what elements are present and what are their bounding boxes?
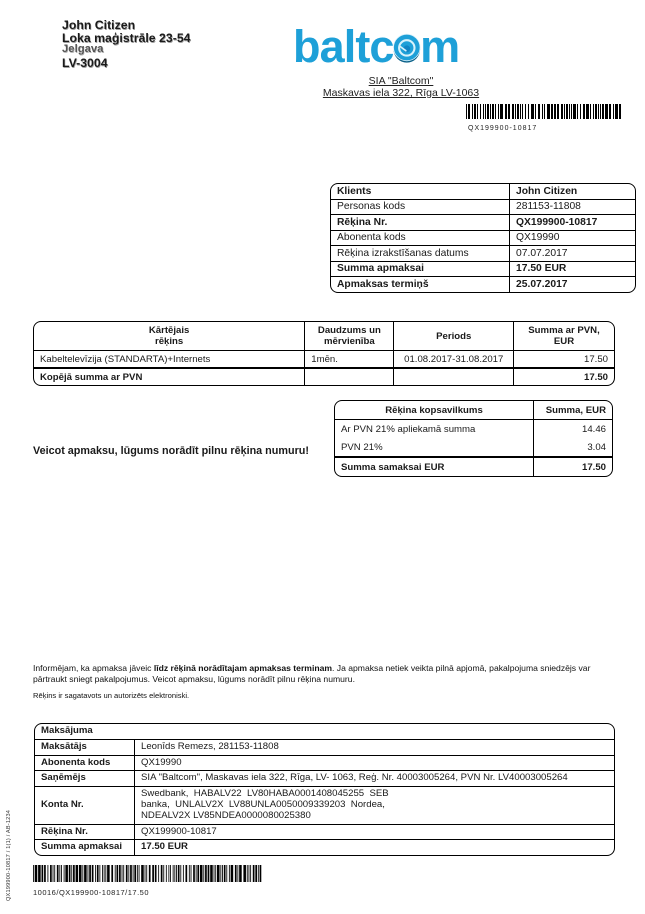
- svg-text:m: m: [420, 22, 459, 72]
- svg-text:baltc: baltc: [293, 22, 394, 72]
